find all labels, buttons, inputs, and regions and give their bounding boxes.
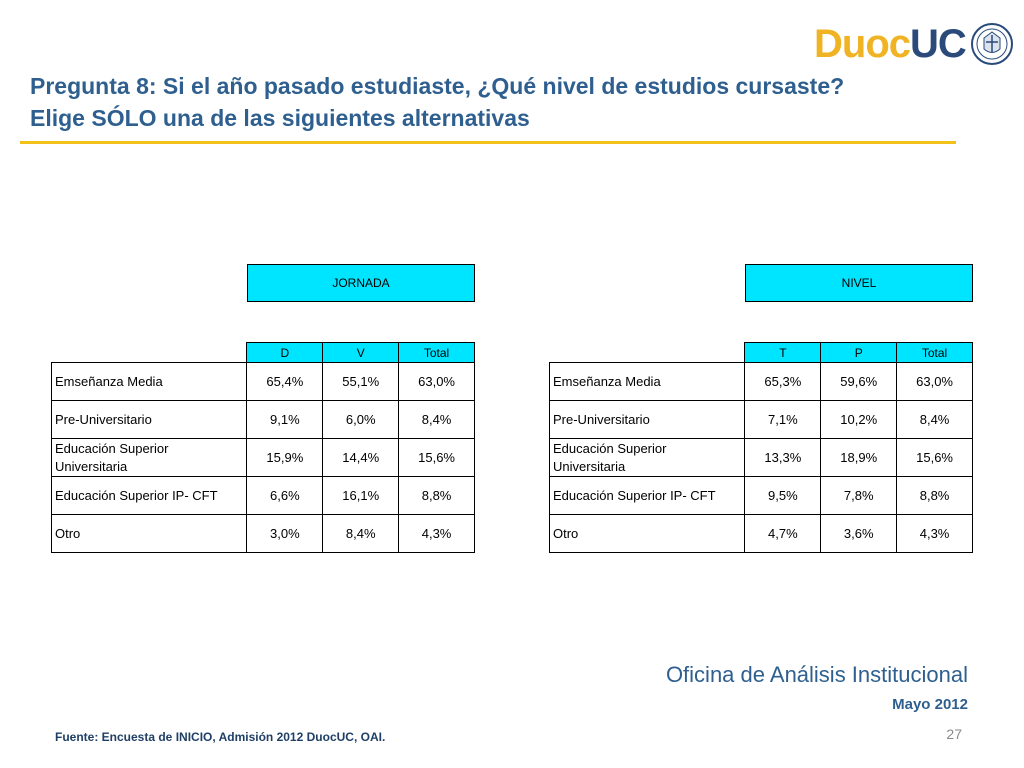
table-row: Emseñanza Media 65,3% 59,6% 63,0% <box>548 362 973 401</box>
row-label: Pre-Universitario <box>50 400 248 439</box>
cell-value: 8,8% <box>398 476 475 515</box>
table-row: Educación Superior Universitaria 15,9% 1… <box>50 438 475 477</box>
cell-value: 8,4% <box>398 400 475 439</box>
cell-value: 15,9% <box>246 438 324 477</box>
cell-value: 63,0% <box>896 362 973 401</box>
row-label: Educación Superior Universitaria <box>548 438 746 477</box>
cell-value: 4,3% <box>398 514 475 553</box>
page-title: Pregunta 8: Si el año pasado estudiaste,… <box>30 70 930 134</box>
cell-value: 14,4% <box>322 438 400 477</box>
column-header: T <box>744 342 822 363</box>
table-header-row: T P Total <box>549 342 973 363</box>
cell-value: 65,4% <box>246 362 324 401</box>
university-seal-icon <box>970 23 1013 65</box>
page-number: 27 <box>946 726 962 742</box>
row-label: Educación Superior Universitaria <box>50 438 248 477</box>
cell-value: 4,3% <box>896 514 973 553</box>
cell-value: 9,5% <box>744 476 822 515</box>
table-row: Otro 4,7% 3,6% 4,3% <box>548 514 973 553</box>
cell-value: 7,1% <box>744 400 822 439</box>
jornada-table: D V Total Emseñanza Media 65,4% 55,1% 63… <box>50 342 475 553</box>
cell-value: 8,8% <box>896 476 973 515</box>
cell-value: 55,1% <box>322 362 400 401</box>
table-row: Educación Superior IP- CFT 6,6% 16,1% 8,… <box>50 476 475 515</box>
cell-value: 6,6% <box>246 476 324 515</box>
row-label: Otro <box>50 514 248 553</box>
nivel-table: T P Total Emseñanza Media 65,3% 59,6% 63… <box>548 342 973 553</box>
duocuc-logo: Duoc UC <box>814 18 1014 70</box>
row-label: Emseñanza Media <box>50 362 248 401</box>
office-name: Oficina de Análisis Institucional <box>665 662 968 687</box>
table-row: Educación Superior Universitaria 13,3% 1… <box>548 438 973 477</box>
cell-value: 15,6% <box>896 438 973 477</box>
cell-value: 63,0% <box>398 362 475 401</box>
cell-value: 7,8% <box>820 476 898 515</box>
cell-value: 65,3% <box>744 362 822 401</box>
row-label: Educación Superior IP- CFT <box>50 476 248 515</box>
cell-value: 59,6% <box>820 362 898 401</box>
jornada-header-label: JORNADA <box>332 276 390 290</box>
source-note: Fuente: Encuesta de INICIO, Admisión 201… <box>55 730 386 744</box>
row-label: Emseñanza Media <box>548 362 746 401</box>
cell-value: 6,0% <box>322 400 400 439</box>
cell-value: 16,1% <box>322 476 400 515</box>
cell-value: 10,2% <box>820 400 898 439</box>
cell-value: 8,4% <box>322 514 400 553</box>
table-header-row: D V Total <box>51 342 475 363</box>
column-header: D <box>246 342 324 363</box>
logo-duoc-text: Duoc <box>814 22 911 66</box>
cell-value: 3,6% <box>820 514 898 553</box>
table-row: Emseñanza Media 65,4% 55,1% 63,0% <box>50 362 475 401</box>
report-date: Mayo 2012 <box>892 696 968 713</box>
cell-value: 3,0% <box>246 514 324 553</box>
cell-value: 15,6% <box>398 438 475 477</box>
row-label: Otro <box>548 514 746 553</box>
table-row: Educación Superior IP- CFT 9,5% 7,8% 8,8… <box>548 476 973 515</box>
title-line-2: Elige SÓLO una de las siguientes alterna… <box>30 105 530 131</box>
column-header: Total <box>398 342 475 363</box>
table-row: Pre-Universitario 9,1% 6,0% 8,4% <box>50 400 475 439</box>
column-header: Total <box>896 342 973 363</box>
row-label: Educación Superior IP- CFT <box>548 476 746 515</box>
jornada-header: JORNADA <box>247 264 475 302</box>
nivel-header: NIVEL <box>745 264 973 302</box>
cell-value: 8,4% <box>896 400 973 439</box>
column-header: V <box>322 342 400 363</box>
title-line-1: Pregunta 8: Si el año pasado estudiaste,… <box>30 73 845 99</box>
row-label: Pre-Universitario <box>548 400 746 439</box>
column-header: P <box>820 342 898 363</box>
logo-uc-text: UC <box>910 22 967 66</box>
table-row: Pre-Universitario 7,1% 10,2% 8,4% <box>548 400 973 439</box>
table-row: Otro 3,0% 8,4% 4,3% <box>50 514 475 553</box>
title-underline <box>20 141 956 144</box>
cell-value: 4,7% <box>744 514 822 553</box>
cell-value: 13,3% <box>744 438 822 477</box>
cell-value: 18,9% <box>820 438 898 477</box>
cell-value: 9,1% <box>246 400 324 439</box>
nivel-header-label: NIVEL <box>841 276 877 290</box>
